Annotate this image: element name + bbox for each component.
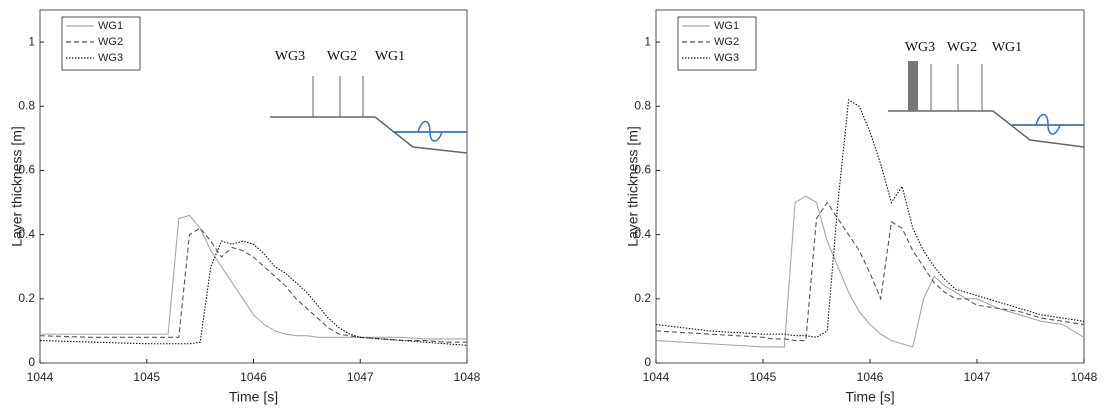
data-line: [40, 214, 467, 340]
y-tick-label: 0.4: [634, 227, 651, 241]
gauge-label: WG2: [327, 49, 357, 64]
schematic-wave: [1035, 113, 1061, 135]
x-tick-label: 1044: [27, 370, 54, 384]
schematic-wave: [417, 120, 443, 142]
x-tick-label: 1046: [857, 370, 884, 384]
x-tick-label: 1045: [750, 370, 777, 384]
y-tick-label: 1: [28, 34, 35, 48]
y-tick-label: 0.8: [18, 98, 35, 112]
x-tick-label: 1046: [240, 370, 267, 384]
y-tick-label: 0.2: [634, 291, 651, 305]
data-line: [655, 201, 1085, 342]
schematic-obstacle: [908, 61, 918, 111]
schematic-slope: [992, 110, 1085, 148]
data-line: [39, 227, 467, 343]
x-axis-label: Time [s]: [845, 389, 894, 405]
x-tick-label: 1047: [347, 370, 374, 384]
x-tick-label: 1044: [643, 370, 670, 384]
gauge-label: WG2: [947, 40, 977, 55]
gauge-label: WG1: [992, 40, 1022, 55]
y-tick-label: 0: [644, 355, 651, 369]
y-axis-label: Layer thickness [m]: [9, 126, 25, 247]
y-tick-label: 0: [28, 355, 35, 369]
x-axis-label: Time [s]: [229, 389, 278, 405]
gauge-label: WG3: [275, 49, 305, 64]
chart-panel: 1044 1045 1046 1047 1048 0 0.2 0.4 0.6 0.8 1 Time […: [625, 9, 1098, 405]
legend-label: WG1: [714, 20, 739, 32]
gauge-label: WG1: [375, 49, 405, 64]
y-tick-label: 0.2: [18, 291, 35, 305]
y-tick-label: 0.8: [634, 98, 651, 112]
data-line: [655, 98, 1085, 338]
legend-label: WG2: [714, 36, 739, 48]
y-tick-label: 0.6: [634, 163, 651, 177]
x-tick-label: 1048: [1071, 370, 1098, 384]
schematic-slope: [374, 116, 468, 154]
x-tick-label: 1048: [454, 370, 481, 384]
legend-label: WG3: [714, 52, 739, 64]
chart-panel: 1044 1045 1046 1047 1048 0 0.2 0.4 0.6 0.8 1 Time […: [9, 9, 481, 405]
y-tick-label: 1: [644, 34, 651, 48]
data-line: [39, 240, 468, 346]
gauge-label: WG3: [905, 40, 935, 55]
legend-label: WG2: [98, 36, 123, 48]
x-tick-label: 1047: [964, 370, 991, 384]
data-line: [655, 195, 1085, 348]
legend-label: WG3: [98, 52, 123, 64]
y-tick-label: 0.6: [18, 163, 35, 177]
legend-label: WG1: [98, 20, 123, 32]
y-tick-label: 0.4: [18, 227, 35, 241]
x-tick-label: 1045: [133, 370, 160, 384]
y-axis-label: Layer thickness [m]: [625, 126, 641, 247]
